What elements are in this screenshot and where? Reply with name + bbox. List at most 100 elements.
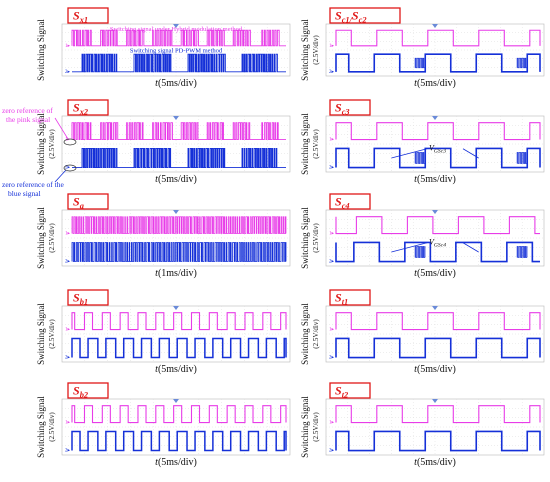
pointer-arrow [462,148,479,159]
panel-title: Sx2 [67,99,109,117]
blue-zero-pointer [54,169,67,183]
title-box [329,7,401,24]
channel-1-marker: 1▸ [329,44,335,49]
gate-voltage-label: VGSc4 [429,238,446,249]
blue-signal-trace [335,241,540,263]
panel-title-text: St2 [335,384,348,400]
x-axis-label: t(5ms/div) [414,78,456,89]
panel-title-text: Sc1/Sc2 [335,9,367,25]
panel-title: Sc1/Sc2 [329,7,401,25]
y-axis-scale: (2.5V/div) [312,129,320,159]
y-axis-label: Switching Signal [36,113,46,175]
blue-signal-trace [72,148,286,168]
panel-sc1sc2: Sc1/Sc2 Switching Signal (2.5V/div) 1▸ 2▸ t(5… [300,7,545,89]
trigger-marker-icon [432,399,438,403]
blue-signal-trace [72,53,286,73]
panel-title-text: Sx2 [73,101,88,117]
channel-2-marker: 2▸ [329,70,335,75]
blue-zero-annotation-line2: blue signal [8,189,41,198]
gate-burst-trace [516,246,528,258]
panel-sx1: Sx1 Switching Signal 1▸ 2▸ t(5ms/div) Switchi… [36,7,291,89]
channel-1-marker: 1▸ [65,138,71,143]
panel-title: Sa [67,193,109,211]
y-axis-label: Switching Signal [300,303,310,365]
panel-sc3: Sc3 Switching Signal (2.5V/div) 1▸ 2▸ VGSc3 t(… [300,99,545,185]
panel-title: Sc3 [329,99,371,117]
panel-sb2: Sb2 Switching Signal (2.5V/div) 1▸ 2▸ t(5ms/d… [36,382,291,468]
x-axis-label: t(5ms/div) [155,174,197,185]
blue-signal-trace [335,337,541,359]
panel-title-text: Sa [73,195,84,211]
pink-signal-trace [335,122,541,141]
gate-burst-trace [414,152,426,164]
trigger-marker-icon [432,306,438,310]
panel-title: Sb2 [67,382,109,400]
panel-title-text: Sb2 [73,384,88,400]
x-axis-label: t(5ms/div) [414,268,456,279]
y-axis-scale: (2.5V/div) [48,129,56,159]
channel-1-marker: 1▸ [329,138,335,143]
trigger-marker-icon [432,24,438,28]
top-caption: Switching signal under Hybrid modulation… [110,26,243,33]
gate-burst-trace [516,57,528,69]
pink-zero-circle [63,138,77,146]
trigger-marker-icon [173,306,179,310]
title-box [67,289,109,306]
blue-signal-trace [71,337,287,359]
trigger-marker-icon [432,210,438,214]
pink-signal-trace [71,312,287,331]
panel-title-text: Sx1 [73,9,88,25]
channel-1-marker: 1▸ [329,232,335,237]
gate-burst-trace [516,152,528,164]
pink-signal-trace [71,122,286,140]
blue-zero-circle [63,164,77,172]
title-box [67,382,109,399]
gate-burst-trace [414,246,426,258]
pink-signal-trace [335,405,541,424]
y-axis-label: Switching Signal [36,303,46,365]
x-axis-label: t(5ms/div) [414,364,456,375]
pink-signal-trace [335,216,540,235]
channel-1-marker: 1▸ [65,421,71,426]
x-axis-label: t(1ms/div) [155,268,197,279]
y-axis-scale: (2.5V/div) [312,35,320,65]
pink-signal-trace [71,29,286,47]
bottom-caption: Switching signal PD-PWM method [130,48,223,55]
blue-signal-trace [335,53,541,73]
y-axis-scale: (2.5V/div) [312,412,320,442]
channel-2-marker: 2▸ [65,356,71,361]
channel-2-marker: 2▸ [65,260,71,265]
channel-1-marker: 1▸ [65,328,71,333]
x-axis-label: t(5ms/div) [155,364,197,375]
blue-signal-trace [335,147,541,169]
panel-title-text: St1 [335,291,348,307]
trigger-marker-icon [432,116,438,120]
channel-2-marker: 2▸ [65,70,71,75]
title-box [67,99,109,116]
panel-title: Sx1 [67,7,109,25]
pink-signal-trace [71,216,287,234]
y-axis-label: Switching Signal [300,396,310,458]
trigger-marker-icon [173,116,179,120]
channel-1-marker: 1▸ [329,328,335,333]
panel-sb1: Sb1 Switching Signal (2.5V/div) 1▸ 2▸ t(5ms/d… [36,289,291,375]
gate-voltage-label: VGSc3 [429,144,446,155]
panel-st2: St2 Switching Signal (2.5V/div) 1▸ 2▸ t(5ms/d… [300,382,545,468]
panel-title-text: Sc3 [335,101,350,117]
x-axis-label: t(5ms/div) [414,174,456,185]
y-axis-label: Switching Signal [36,207,46,269]
panel-sx2: Sx2 Switching Signal (2.5V/div) 1▸ 2▸ t(5ms/d… [36,99,291,185]
y-axis-label: Switching Signal [300,113,310,175]
panel-sa: Sa Switching Signal (2.5V/div) 1▸ 2▸ t(1ms/di… [36,193,291,279]
panel-sc4: Sc4 Switching Signal (2.5V/div) 1▸ 2▸ VGSc4 t(… [300,193,545,279]
panel-st1: St1 Switching Signal (2.5V/div) 1▸ 2▸ t(5ms/d… [300,289,545,375]
y-axis-label: Switching Signal [300,19,310,81]
title-box [67,7,109,24]
x-axis-label: t(5ms/div) [155,457,197,468]
pink-signal-trace [71,405,287,424]
gate-burst-trace [414,57,426,69]
y-axis-scale: (2.5V/div) [312,223,320,253]
channel-2-marker: 2▸ [329,356,335,361]
channel-2-marker: 2▸ [329,166,335,171]
